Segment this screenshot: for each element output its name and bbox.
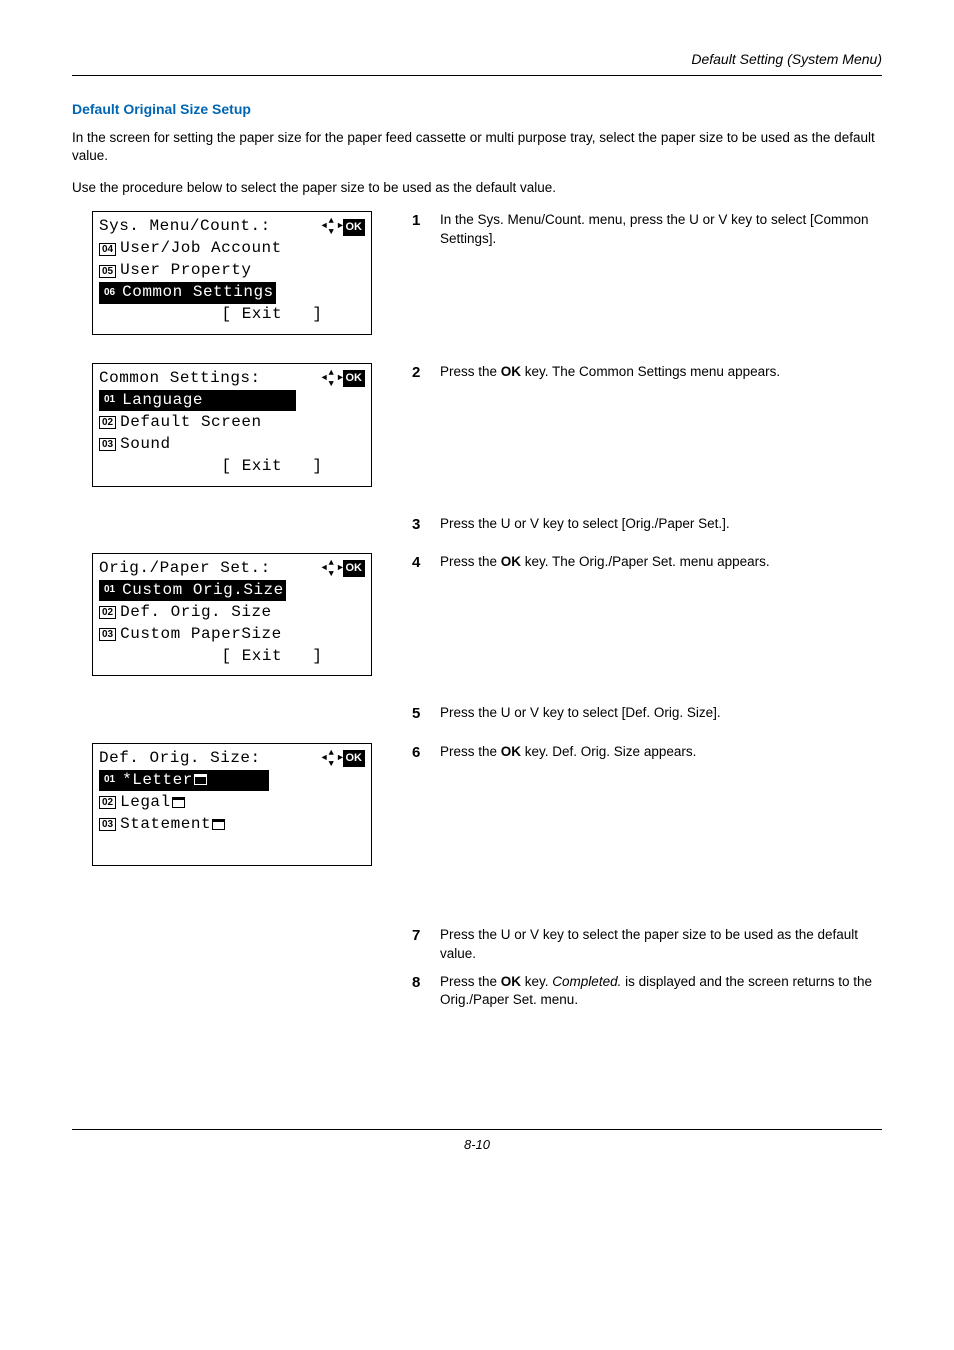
item-number: 01 [101,773,118,786]
item-number: 01 [101,393,118,406]
item-number: 04 [99,243,116,256]
intro-paragraph-2: Use the procedure below to select the pa… [72,179,882,197]
lcd2-title: Common Settings: [99,368,261,390]
header-rule [72,75,882,76]
intro-paragraph-1: In the screen for setting the paper size… [72,129,882,165]
lcd-item: Default Screen [120,412,261,434]
triangle-down-icon: V [530,927,539,942]
item-number: 02 [99,416,116,429]
item-number: 05 [99,265,116,278]
lcd-item: Def. Orig. Size [120,602,272,624]
exit-softkey: [ Exit ] [221,304,322,326]
lcd-item: User Property [120,260,251,282]
triangle-up-icon: U [501,516,511,531]
item-number: 06 [101,286,118,299]
step-4-text: Press the OK key. The Orig./Paper Set. m… [440,553,882,573]
section-title: Default Original Size Setup [72,100,882,119]
lcd-item: Statement [120,814,211,836]
orientation-icon [212,819,225,830]
nav-ok-icon: ▲▼◄► OK [325,560,366,577]
lcd-screen-1: Sys. Menu/Count.: ▲▼◄► OK 04 User/Job Acc… [92,211,372,335]
step-number: 3 [412,515,440,535]
lcd-screen-2: Common Settings: ▲▼◄► OK 01 Language 02 De… [92,363,372,487]
exit-softkey: [ Exit ] [221,456,322,478]
lcd-item: User/Job Account [120,238,282,260]
item-number: 02 [99,606,116,619]
lcd-screen-3: Orig./Paper Set.: ▲▼◄► OK 01 Custom Orig.… [92,553,372,677]
lcd3-title: Orig./Paper Set.: [99,558,271,580]
exit-softkey: [ Exit ] [221,646,322,668]
step-number: 6 [412,743,440,763]
step-number: 2 [412,363,440,383]
lcd-screen-4: Def. Orig. Size: ▲▼◄► OK 01 *Letter 02 Leg… [92,743,372,867]
lcd-item-selected: *Letter [122,771,193,789]
nav-ok-icon: ▲▼◄► OK [325,219,366,236]
header-title: Default Setting (System Menu) [72,50,882,69]
item-number: 03 [99,818,116,831]
lcd-item: Custom PaperSize [120,624,282,646]
item-number: 02 [99,796,116,809]
nav-ok-icon: ▲▼◄► OK [325,750,366,767]
item-number: 01 [101,583,118,596]
triangle-down-icon: V [530,516,539,531]
orientation-icon [172,797,185,808]
step-number: 5 [412,704,440,724]
step-8-text: Press the OK key. Completed. is displaye… [440,973,882,1009]
step-number: 4 [412,553,440,573]
lcd1-title: Sys. Menu/Count.: [99,216,271,238]
nav-ok-icon: ▲▼◄► OK [325,370,366,387]
lcd-item-selected: Language [122,391,203,409]
step-6-text: Press the OK key. Def. Orig. Size appear… [440,743,882,763]
step-2-text: Press the OK key. The Common Settings me… [440,363,882,383]
step-3-text: Press the U or V key to select [Orig./Pa… [440,515,882,535]
lcd-item-selected: Custom Orig.Size [122,581,284,599]
triangle-up-icon: U [501,705,511,720]
lcd-item: Legal [120,792,171,814]
step-number: 8 [412,973,440,1009]
step-7-text: Press the U or V key to select the paper… [440,926,882,962]
lcd-item: Sound [120,434,171,456]
page-number: 8-10 [72,1129,882,1154]
triangle-up-icon: U [689,212,699,227]
item-number: 03 [99,628,116,641]
step-number: 1 [412,211,440,247]
step-5-text: Press the U or V key to select [Def. Ori… [440,704,882,724]
step-number: 7 [412,926,440,962]
triangle-up-icon: U [501,927,511,942]
lcd-item-selected: Common Settings [122,283,274,301]
step-1-text: In the Sys. Menu/Count. menu, press the … [440,211,882,247]
orientation-icon [194,774,207,785]
lcd4-title: Def. Orig. Size: [99,748,261,770]
item-number: 03 [99,438,116,451]
triangle-down-icon: V [530,705,539,720]
